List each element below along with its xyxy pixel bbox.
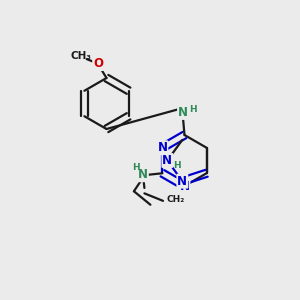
Text: H: H [189, 105, 196, 114]
Text: N: N [138, 168, 148, 181]
Text: H: H [133, 163, 140, 172]
Text: N: N [162, 154, 172, 167]
Text: CH₃: CH₃ [70, 51, 91, 61]
Text: N: N [179, 179, 190, 193]
Text: N: N [177, 175, 187, 188]
Text: CH₂: CH₂ [166, 195, 184, 204]
Text: O: O [93, 57, 103, 70]
Text: N: N [178, 106, 188, 119]
Text: H: H [173, 161, 181, 170]
Text: N: N [158, 141, 167, 154]
